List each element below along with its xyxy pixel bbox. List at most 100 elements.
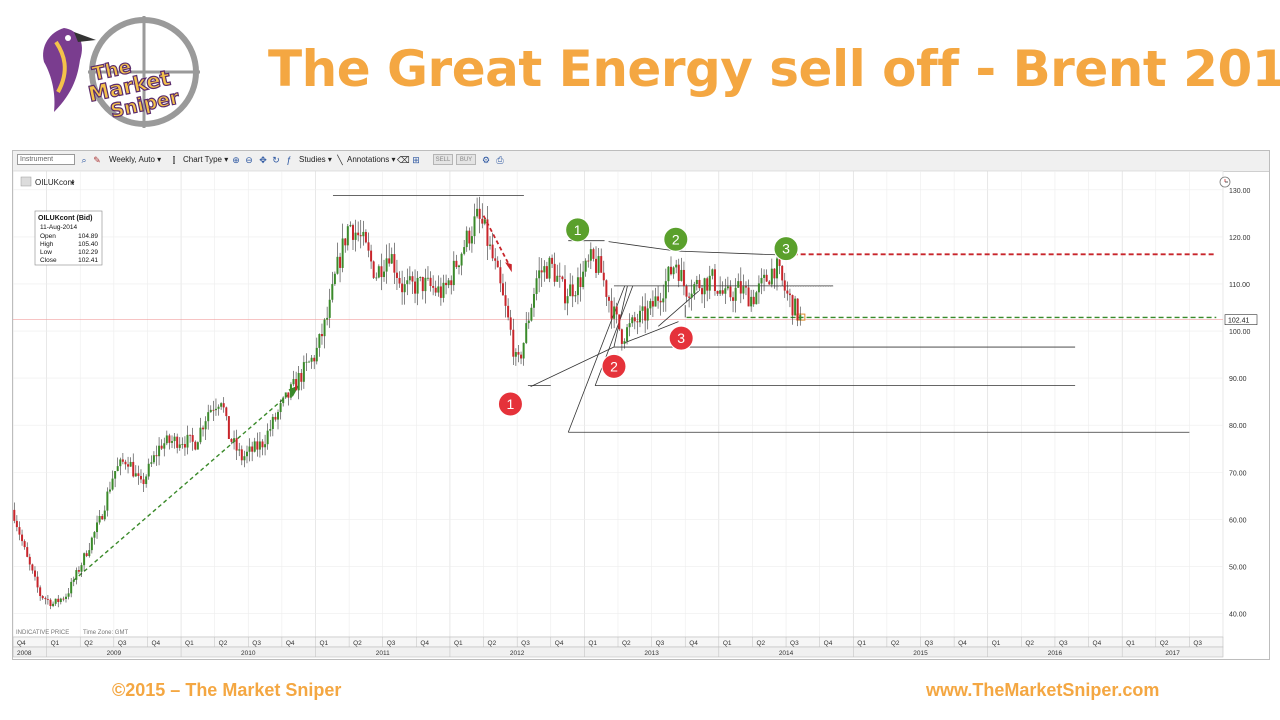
candle-body xyxy=(52,603,55,607)
y-tick-label: 60.00 xyxy=(1229,517,1247,524)
candle-body xyxy=(39,587,42,597)
eraser-icon[interactable]: ⌫ xyxy=(397,155,410,165)
candle-body xyxy=(189,434,192,436)
buy-button[interactable]: BUY xyxy=(456,154,476,165)
candle-body xyxy=(57,598,60,603)
sell-button[interactable]: SELL xyxy=(433,154,453,165)
symbol-dropdown-icon[interactable]: ▾ xyxy=(71,180,75,187)
candle-body xyxy=(406,280,409,285)
x-quarter-label: Q3 xyxy=(118,640,127,647)
tooltip-high-value: 105.40 xyxy=(78,241,98,248)
trendline-icon[interactable]: ╲ xyxy=(337,155,343,165)
candle-body xyxy=(124,461,127,465)
tooltip-low-value: 102.29 xyxy=(78,249,98,256)
candle-body xyxy=(486,219,489,246)
x-quarter-label: Q4 xyxy=(17,640,26,647)
symbol-label[interactable]: OILUKcont xyxy=(35,178,75,187)
candle-body xyxy=(114,471,117,479)
marker-circle xyxy=(773,236,799,262)
candle-body xyxy=(233,438,236,442)
candle-body xyxy=(760,277,763,284)
candle-body xyxy=(711,269,714,276)
interval-dropdown[interactable]: Weekly, Auto ▾ xyxy=(109,155,162,164)
marker-label: 3 xyxy=(782,241,790,257)
candle-body xyxy=(509,317,512,330)
clock-icon[interactable] xyxy=(1219,176,1231,188)
draw-tool-icon[interactable]: ✎ xyxy=(93,155,101,165)
zoom-in-icon[interactable]: ⊕ xyxy=(232,155,240,165)
candles-icon: ⫿ xyxy=(172,155,176,165)
candle-body xyxy=(452,260,455,286)
candle-body xyxy=(571,284,574,297)
candle-body xyxy=(732,297,735,301)
candle-body xyxy=(623,341,626,344)
candle-body xyxy=(173,436,176,442)
candle-body xyxy=(434,287,437,293)
candle-body xyxy=(770,268,773,285)
candle-body xyxy=(279,403,282,413)
studies-icon[interactable]: ƒ xyxy=(286,155,292,165)
candle-body xyxy=(108,489,111,492)
footer-website[interactable]: www.TheMarketSniper.com xyxy=(926,680,1160,700)
candle-body xyxy=(204,421,207,430)
candle-body xyxy=(491,244,494,259)
last-price-label: 102.41 xyxy=(1228,318,1250,325)
x-quarter-label: Q1 xyxy=(1126,640,1135,647)
studies-label: Studies xyxy=(299,155,326,164)
candle-body xyxy=(341,238,344,268)
pan-icon[interactable]: ✥ xyxy=(259,155,267,165)
candle-body xyxy=(264,444,267,448)
tooltip-close-label: Close xyxy=(40,257,57,264)
chart-axes: 130.00 120.00 110.00 100.00 90.00 80.00 70.00 6… xyxy=(13,188,1258,658)
candle-body xyxy=(137,473,140,476)
candle-body xyxy=(98,516,101,523)
y-tick-label: 50.00 xyxy=(1229,564,1247,571)
candle-body xyxy=(49,599,52,607)
candle-body xyxy=(791,295,794,316)
candle-body xyxy=(357,232,360,236)
candle-body xyxy=(287,392,290,398)
last-price-box xyxy=(1224,314,1258,325)
candle-body xyxy=(269,429,272,431)
annotations-dropdown[interactable]: Annotations ▾ xyxy=(347,155,396,164)
chart-type-dropdown[interactable]: Chart Type ▾ xyxy=(183,155,229,164)
refresh-icon[interactable]: ↻ xyxy=(272,155,280,165)
candle-body xyxy=(217,406,220,409)
candle-body xyxy=(150,462,153,464)
x-quarter-label: Q1 xyxy=(992,640,1001,647)
candle-body xyxy=(641,306,644,311)
candle-body xyxy=(693,284,696,294)
candle-body xyxy=(168,435,171,443)
candle-body xyxy=(553,263,556,282)
candle-body xyxy=(421,277,424,292)
x-year-label: 2011 xyxy=(376,650,390,657)
candle-body xyxy=(695,279,698,285)
candle-body xyxy=(393,254,396,273)
candle-body xyxy=(670,266,673,275)
marker-label: 2 xyxy=(672,231,680,247)
chart-settings-icon[interactable]: ⚙ xyxy=(481,155,491,165)
candle-body xyxy=(351,225,354,240)
instrument-input[interactable]: Instrument xyxy=(17,154,75,165)
candle-body xyxy=(395,272,398,278)
tooltip-open-value: 104.89 xyxy=(78,233,98,240)
candle-body xyxy=(682,269,685,287)
candle-body xyxy=(411,276,414,282)
layout-icon[interactable]: ⊞ xyxy=(412,155,420,165)
candle-body xyxy=(545,266,548,279)
x-year-label: 2012 xyxy=(510,650,525,657)
instrument-lookup-icon[interactable]: ⌕ xyxy=(81,155,87,165)
zoom-out-icon[interactable]: ⊖ xyxy=(245,155,253,165)
candle-body xyxy=(85,553,88,557)
candle-body xyxy=(716,291,719,294)
candle-body xyxy=(31,564,34,571)
print-icon[interactable]: ⎙ xyxy=(496,155,504,165)
marker-label: 1 xyxy=(574,222,582,238)
candle-body xyxy=(680,269,683,281)
candle-body xyxy=(261,441,264,448)
candle-body xyxy=(424,277,427,292)
candle-body xyxy=(238,449,241,451)
indicative-price-note: INDICATIVE PRICE xyxy=(16,630,69,636)
studies-dropdown[interactable]: Studies ▾ xyxy=(299,155,332,164)
timezone-note: Time Zone: GMT xyxy=(83,630,128,636)
